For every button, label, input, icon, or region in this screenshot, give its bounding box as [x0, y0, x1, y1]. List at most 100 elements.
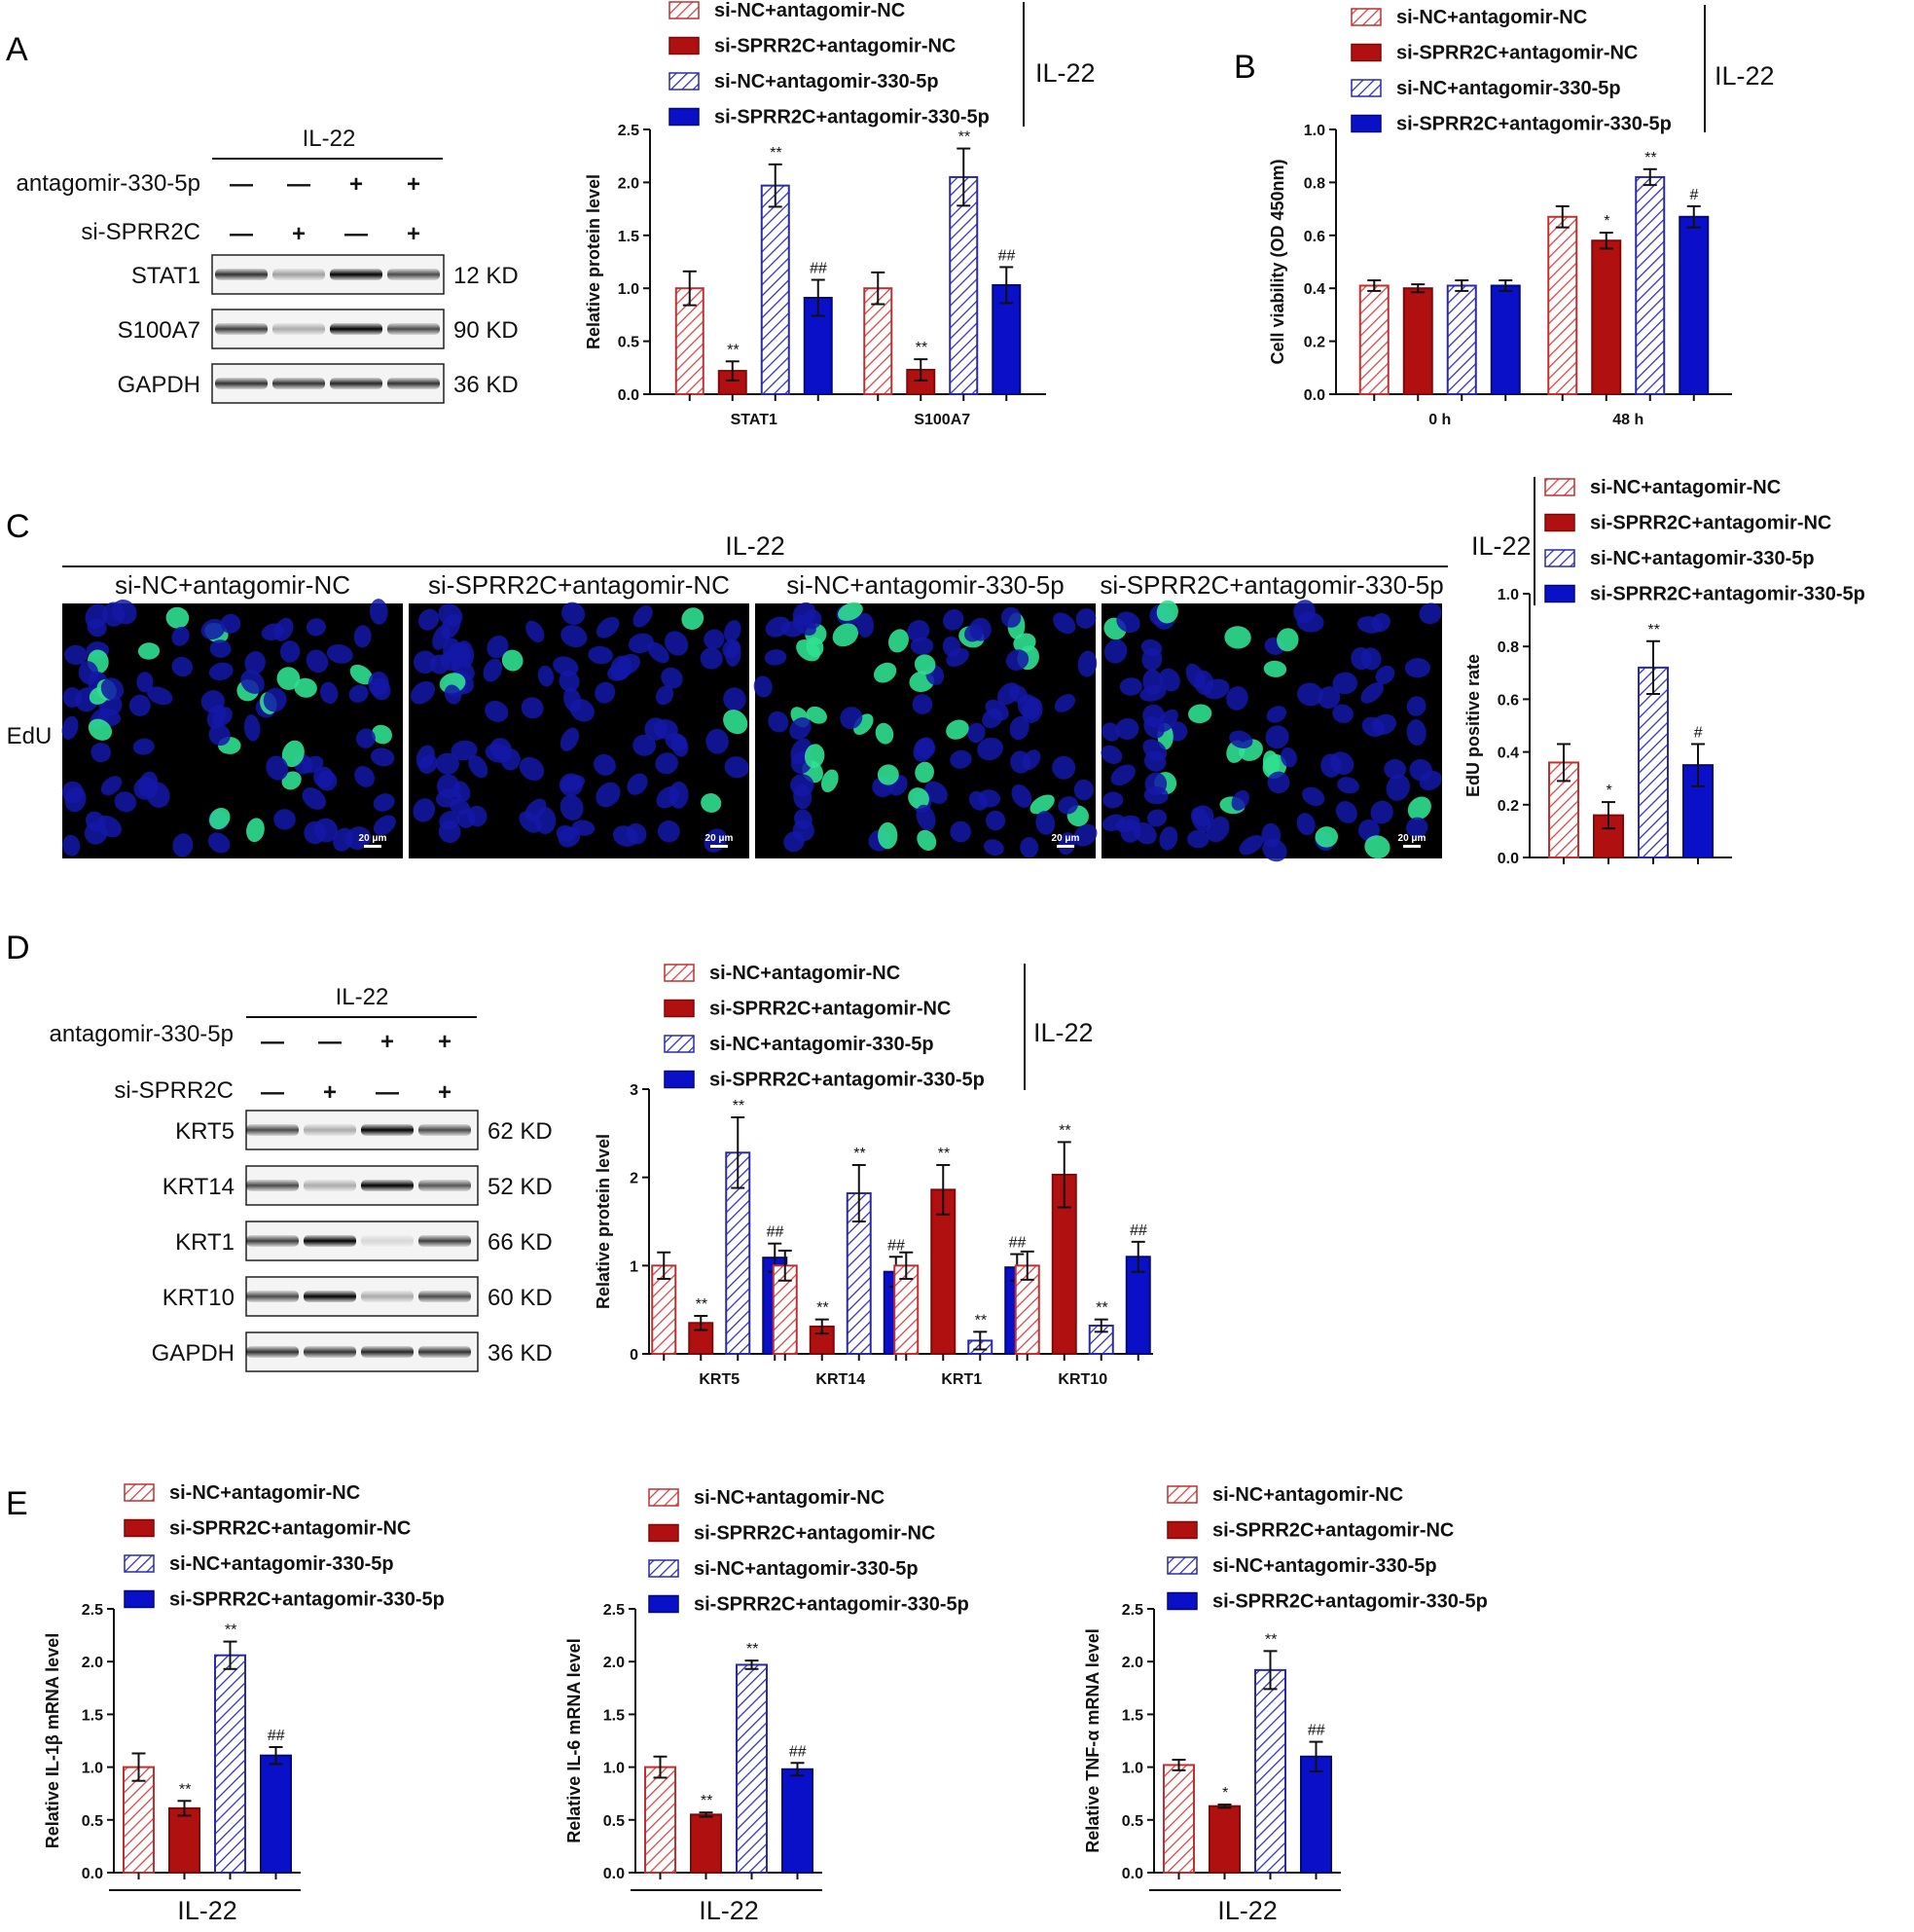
- nucleus: [1116, 611, 1140, 634]
- nucleus: [704, 629, 725, 650]
- legend-swatch: [664, 999, 695, 1018]
- edu-positive-nucleus: [914, 654, 936, 674]
- edu-positive-nucleus: [915, 761, 934, 784]
- y-axis-label: Relative protein level: [594, 1134, 613, 1309]
- legend-label: si-NC+antagomir-NC: [1212, 1484, 1403, 1506]
- blot-a-treatment-signs: — — + + — + — +: [230, 171, 420, 247]
- legend-label: si-NC+antagomir-330-5p: [694, 1558, 919, 1580]
- y-tick-label: 0.5: [603, 1813, 625, 1830]
- legend-swatch: [124, 1483, 155, 1502]
- nucleus: [1143, 785, 1169, 805]
- nucleus: [1404, 658, 1430, 678]
- nucleus: [1226, 686, 1248, 711]
- nucleus: [946, 647, 969, 667]
- nucleus: [563, 687, 582, 712]
- antagomir-row-label: antagomir-330-5p: [50, 1021, 234, 1047]
- edu-positive-nucleus: [281, 771, 302, 790]
- nucleus: [1406, 817, 1428, 838]
- significance-label: **: [974, 1312, 987, 1329]
- nucleus: [560, 775, 586, 792]
- y-tick-label: 0.4: [1304, 281, 1325, 298]
- legend-label: si-NC+antagomir-NC: [1396, 7, 1587, 28]
- nucleus: [1406, 696, 1426, 716]
- edu-positive-nucleus: [873, 662, 897, 683]
- nucleus: [1337, 777, 1359, 794]
- protein-name: STAT1: [131, 263, 200, 289]
- legend: si-NC+antagomir-NC si-SPRR2C+antagomir-NC…: [1471, 477, 1865, 605]
- nucleus: [1332, 672, 1358, 695]
- treatment-sign: —: [344, 221, 368, 247]
- nucleus: [333, 827, 354, 852]
- edu-positive-nucleus: [137, 642, 161, 660]
- y-tick-label: 1.5: [603, 1707, 625, 1724]
- legend-swatch: [124, 1589, 155, 1609]
- molecular-weight: 62 KD: [488, 1118, 553, 1145]
- significance-label: ##: [766, 1224, 784, 1241]
- edu-positive-nucleus: [832, 623, 859, 647]
- bar: [123, 1766, 155, 1874]
- nucleus: [537, 665, 555, 687]
- nucleus: [100, 677, 125, 701]
- edu-positive-nucleus: [246, 818, 265, 843]
- significance-label: **: [224, 1622, 236, 1639]
- nucleus: [373, 793, 395, 812]
- nucleus: [418, 754, 438, 774]
- edu-positive-nucleus: [887, 629, 909, 653]
- y-axis-label: EdU positive rate: [1463, 654, 1483, 797]
- x-axis-label: IL-22: [699, 1896, 759, 1925]
- nucleus: [724, 756, 749, 779]
- nucleus: [1141, 647, 1163, 671]
- nucleus: [627, 773, 648, 795]
- legend-label: si-NC+antagomir-330-5p: [1590, 548, 1815, 569]
- nucleus: [302, 787, 326, 810]
- il22-label: IL-22: [303, 126, 356, 152]
- bar: [736, 1663, 768, 1875]
- condition-label: si-NC+antagomir-NC: [115, 570, 350, 600]
- protein-band: [215, 323, 268, 335]
- nucleus: [373, 815, 396, 836]
- nucleus: [1261, 822, 1282, 848]
- nucleus: [451, 740, 478, 761]
- scale-bar: [710, 845, 728, 848]
- bar: [1402, 287, 1433, 396]
- legend-swatch: [664, 1070, 695, 1089]
- nucleus: [722, 638, 740, 659]
- bar: [1635, 175, 1666, 395]
- nucleus: [1075, 608, 1097, 629]
- protein-band: [418, 1180, 471, 1191]
- nucleus: [1077, 650, 1098, 677]
- bar: [1679, 215, 1710, 395]
- nucleus: [559, 671, 580, 692]
- x-axis-label: IL-22: [1217, 1896, 1278, 1925]
- legend-swatch: [1167, 1556, 1198, 1575]
- edu-row-label: EdU: [7, 723, 53, 749]
- edu-positive-nucleus: [838, 601, 863, 621]
- protein-band: [246, 1291, 299, 1302]
- edu-positive-nucleus: [820, 769, 839, 793]
- nucleus: [996, 682, 1020, 706]
- y-tick-label: 0.5: [618, 335, 639, 351]
- scale-bar-label: 20 μm: [705, 833, 734, 844]
- x-category-label: KRT5: [699, 1371, 740, 1388]
- molecular-weight: 36 KD: [488, 1340, 553, 1367]
- nucleus: [1119, 677, 1142, 696]
- nucleus: [1073, 823, 1098, 847]
- nucleus: [1266, 706, 1287, 723]
- y-tick-label: 0.0: [618, 387, 639, 404]
- protein-name: GAPDH: [152, 1340, 235, 1367]
- significance-label: **: [178, 1781, 191, 1798]
- legend-label: si-SPRR2C+antagomir-NC: [1396, 43, 1638, 64]
- nucleus: [1159, 826, 1178, 851]
- legend-label: si-NC+antagomir-330-5p: [169, 1553, 394, 1575]
- il22-label: IL-22: [725, 531, 785, 561]
- panel-label-d: D: [6, 930, 30, 966]
- legend-swatch: [1351, 114, 1382, 133]
- y-tick-label: 0.0: [1304, 387, 1325, 404]
- nucleus: [840, 707, 863, 730]
- nucleus: [1017, 694, 1041, 719]
- protein-band: [304, 1346, 356, 1358]
- nucleus: [1386, 774, 1410, 801]
- legend-swatch: [1167, 1591, 1198, 1611]
- edu-positive-nucleus: [371, 724, 392, 745]
- nucleus: [240, 670, 265, 694]
